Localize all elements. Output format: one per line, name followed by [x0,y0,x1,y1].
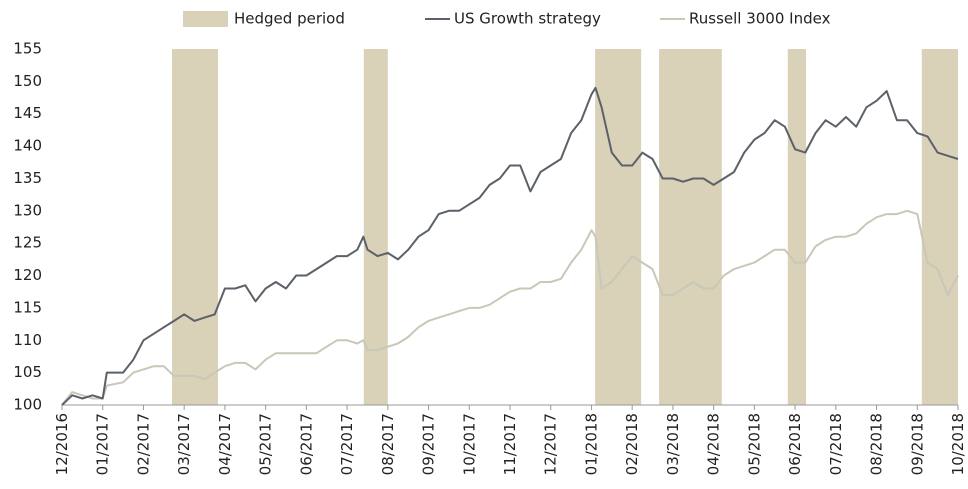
hedged-band [921,49,958,405]
x-tick-label: 12/2017 [542,413,560,475]
y-tick-label: 110 [13,331,42,349]
legend-label: US Growth strategy [454,10,601,28]
x-tick-label: 10/2018 [949,413,967,475]
y-tick-label: 135 [13,169,42,187]
x-tick-label: 05/2018 [745,413,763,475]
hedged-band [787,49,807,405]
y-tick-label: 140 [13,137,42,155]
x-tick-label: 08/2017 [379,413,397,475]
legend-label: Hedged period [234,10,345,28]
x-tick-label: 07/2018 [827,413,845,475]
x-tick-label: 03/2018 [664,413,682,475]
x-tick-label: 10/2017 [460,413,478,475]
x-tick-label: 06/2018 [786,413,804,475]
x-tick-label: 04/2018 [705,413,723,475]
x-tick-label: 12/2016 [53,413,71,475]
y-tick-label: 120 [13,266,42,284]
x-tick-label: 03/2017 [175,413,193,475]
x-tick-label: 01/2018 [582,413,600,475]
y-tick-label: 125 [13,234,42,252]
hedged-band [171,49,218,405]
x-tick-label: 11/2017 [501,413,519,475]
y-tick-label: 145 [13,104,42,122]
x-tick-label: 02/2018 [623,413,641,475]
y-tick-label: 130 [13,201,42,219]
series-line [61,209,959,406]
hedged-band [363,49,388,405]
hedged-band [659,49,722,405]
legend-swatch [183,11,228,27]
x-tick-label: 09/2017 [420,413,438,475]
x-tick-label: 01/2017 [94,413,112,475]
y-tick-label: 150 [13,72,42,90]
x-tick-label: 07/2017 [338,413,356,475]
y-tick-label: 115 [13,298,42,316]
x-tick-label: 09/2018 [908,413,926,475]
x-tick-label: 02/2017 [134,413,152,475]
hedged-band [595,49,642,405]
x-tick-label: 08/2018 [868,413,886,475]
x-tick-label: 05/2017 [257,413,275,475]
x-tick-label: 06/2017 [297,413,315,475]
y-tick-label: 100 [13,396,42,414]
x-tick-label: 04/2017 [216,413,234,475]
legend-label: Russell 3000 Index [689,10,831,28]
series-line [61,86,959,406]
y-tick-label: 155 [13,40,42,58]
y-tick-label: 105 [13,363,42,381]
